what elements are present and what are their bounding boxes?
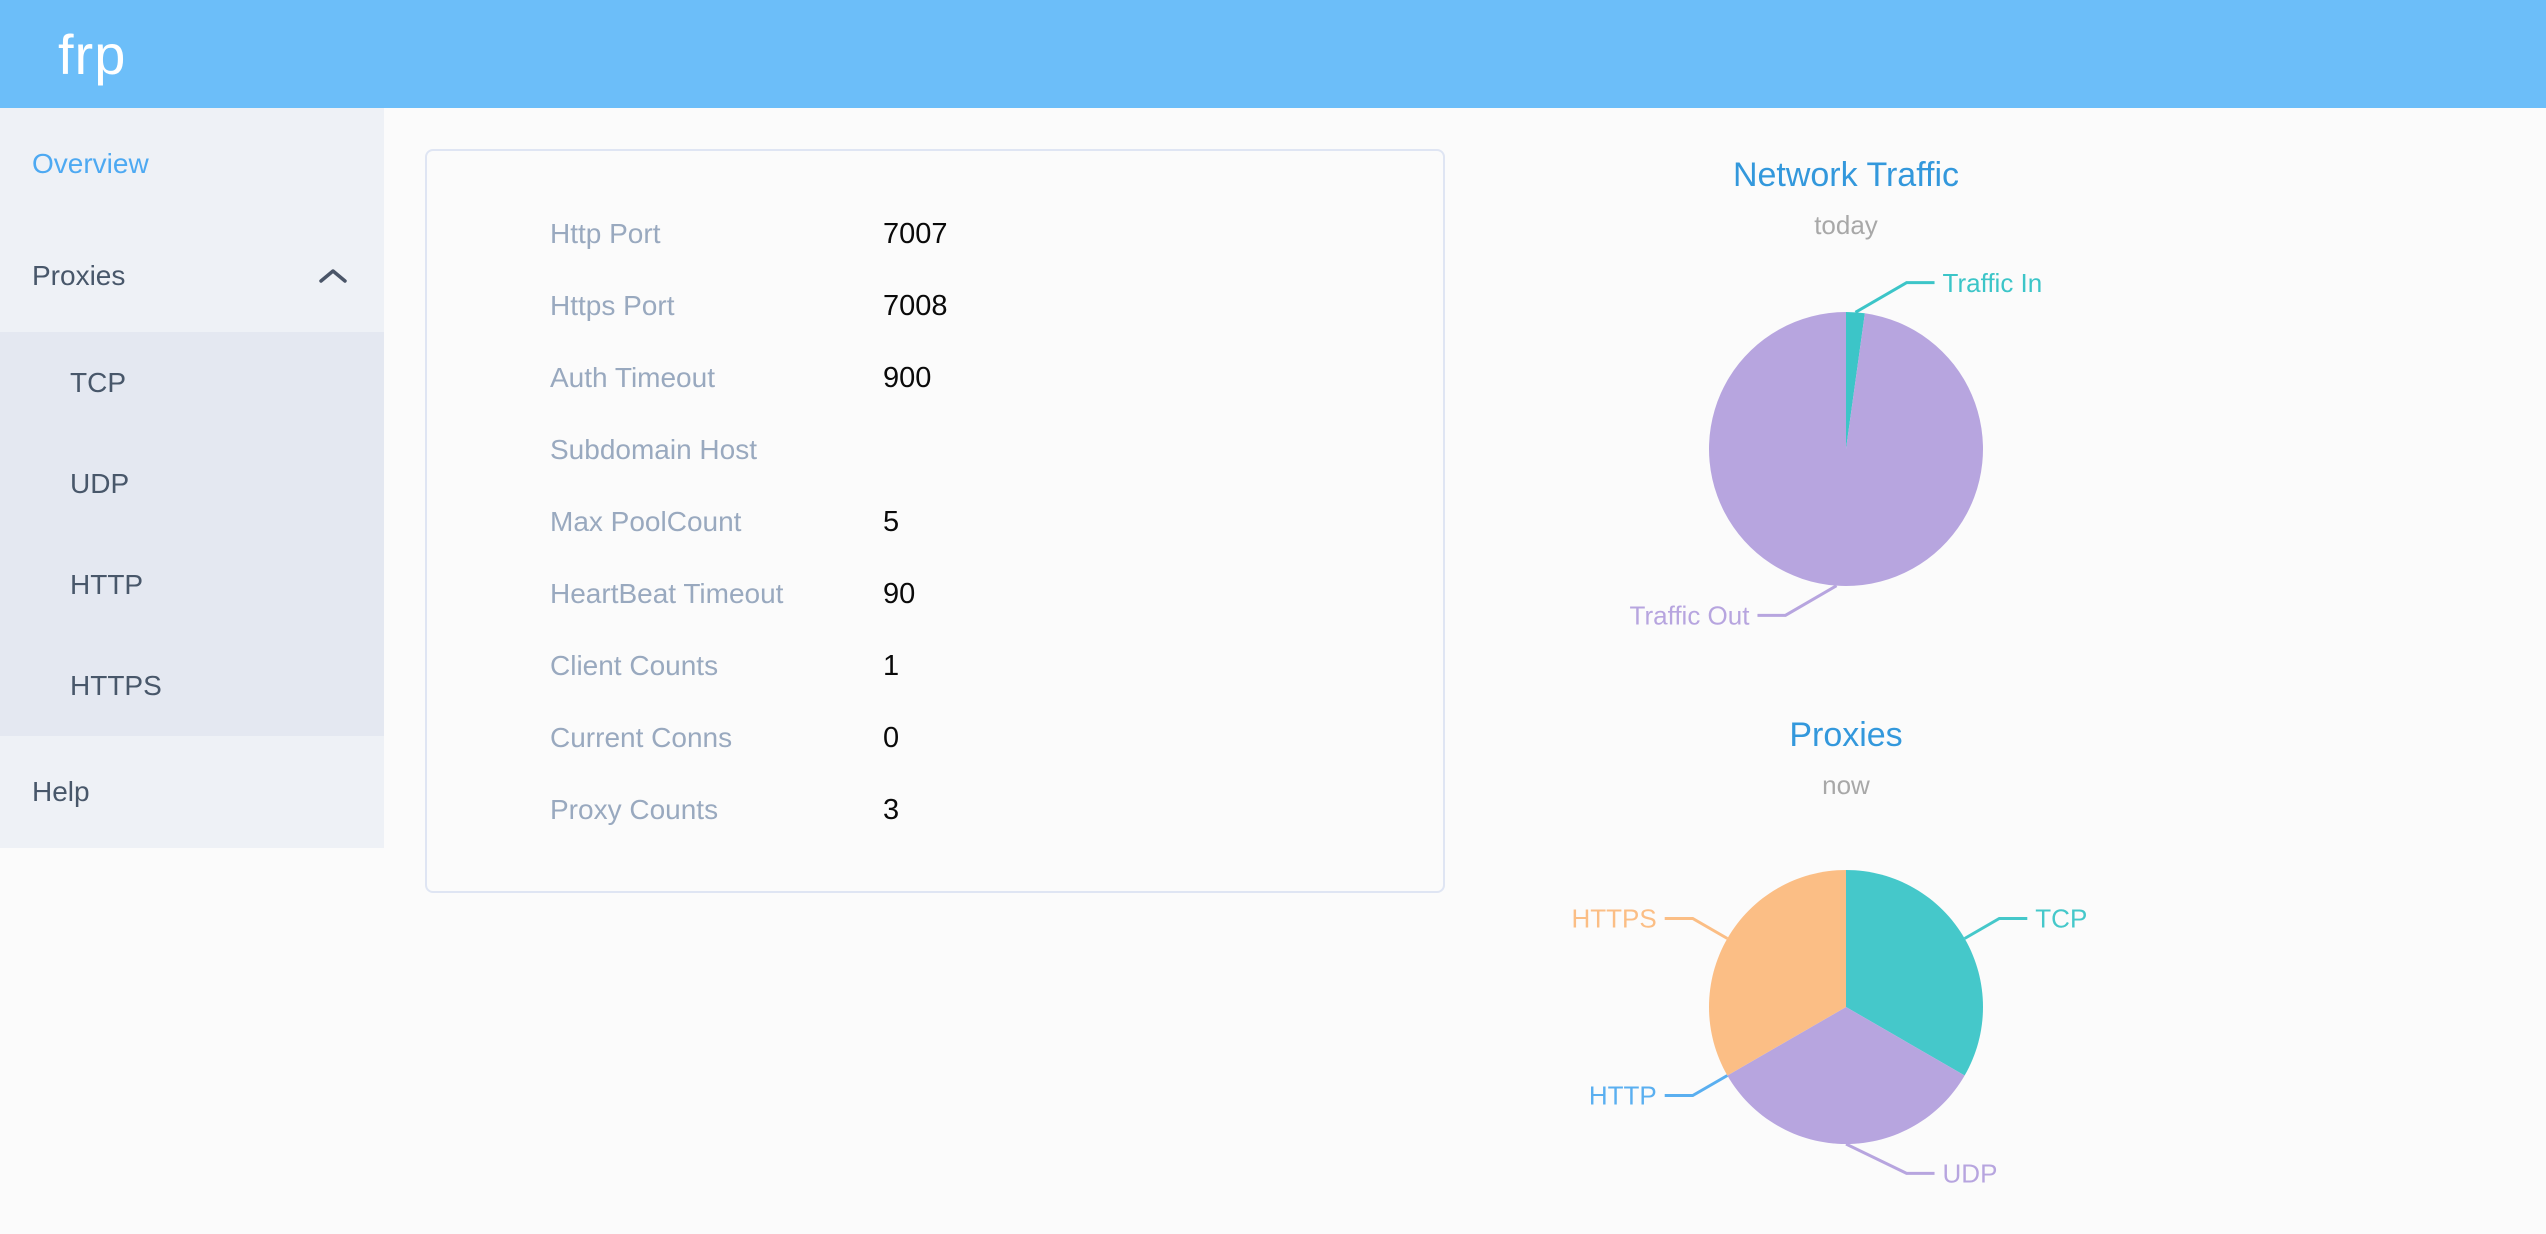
pie-label-http: HTTP [1589,1081,1657,1111]
info-value: 7008 [883,289,948,322]
info-label: Http Port [550,218,661,249]
pie-label-line-traffic-out [1757,584,1838,617]
pie-label-line-tcp [1963,917,2028,940]
info-value: 3 [883,793,900,826]
pie-slice-udp[interactable] [1727,1007,1965,1144]
info-row: Subdomain Host [427,414,1443,486]
sidebar-item-proxies[interactable]: Proxies [0,220,384,332]
pie-label-https: HTTPS [1571,904,1656,934]
sidebar: Overview Proxies TCP UDP HTTP HTTPS Help [0,108,384,848]
chart-title: Network Traffic [1732,156,1960,194]
info-label: HeartBeat Timeout [550,578,784,609]
pie-slice-traffic-out[interactable] [1709,312,1983,586]
chart-subtitle: now [1822,770,1870,800]
info-value: 7007 [883,217,948,250]
app-header: frp [0,0,2546,108]
sidebar-item-http[interactable]: HTTP [0,534,384,635]
info-row: Current Conns 0 [427,702,1443,774]
info-row: HeartBeat Timeout 90 [427,558,1443,630]
info-value: 1 [883,649,900,682]
sidebar-item-tcp[interactable]: TCP [0,332,384,433]
chevron-up-icon [319,269,347,283]
info-row: Proxy Counts 3 [427,774,1443,846]
info-row: Max PoolCount 5 [427,486,1443,558]
app-logo: frp [58,22,127,86]
info-label: Current Conns [550,722,733,753]
sidebar-item-label: Proxies [32,260,126,291]
info-value: 5 [883,505,900,538]
info-row: Http Port 7007 [427,198,1443,270]
sidebar-item-help[interactable]: Help [0,736,384,848]
info-value: 0 [883,721,900,754]
pie-label-line-https [1664,917,1729,940]
pie-slice-tcp[interactable] [1846,870,1983,1076]
sidebar-item-overview[interactable]: Overview [0,108,384,220]
chart-subtitle: today [1814,210,1878,240]
sidebar-item-label: HTTPS [70,669,162,701]
pie-label-line-udp [1845,1142,1935,1175]
server-info-card: Http Port 7007 Https Port 7008 Auth Timeou… [425,149,1445,893]
network-traffic-chart: Network Traffic today Traffic In Traffic … [1496,140,2196,680]
pie-label-tcp: TCP [2035,904,2087,934]
pie-label-udp: UDP [1943,1158,1998,1188]
pie-label-traffic-in: Traffic In [1943,268,2043,298]
pie-label-line-http [1664,1074,1729,1097]
info-label: Auth Timeout [550,362,715,393]
info-value: 900 [883,361,932,394]
info-label: Client Counts [550,650,719,681]
info-row: Https Port 7008 [427,270,1443,342]
chart-title: Proxies [1789,716,1903,754]
proxies-chart: Proxies now TCP UDP HTTP HTTPS [1496,700,2196,1234]
info-label: Https Port [550,290,675,321]
sidebar-submenu-proxies: TCP UDP HTTP HTTPS [0,332,384,736]
pie-label-traffic-out: Traffic Out [1630,600,1751,630]
info-label: Subdomain Host [550,434,758,465]
pie-slice-https[interactable] [1709,870,1846,1076]
sidebar-item-label: Overview [32,148,149,179]
sidebar-item-label: Help [32,776,90,807]
info-value: 90 [883,577,916,610]
info-label: Max PoolCount [550,506,742,537]
info-row: Client Counts 1 [427,630,1443,702]
sidebar-item-https[interactable]: HTTPS [0,635,384,736]
sidebar-item-label: TCP [70,366,126,398]
sidebar-item-label: HTTP [70,568,144,600]
pie-slice-traffic-in[interactable] [1846,312,1865,449]
sidebar-item-udp[interactable]: UDP [0,433,384,534]
info-row: Auth Timeout 900 [427,342,1443,414]
sidebar-item-label: UDP [70,467,130,499]
info-label: Proxy Counts [550,794,719,825]
pie-label-line-traffic-in [1854,281,1935,314]
